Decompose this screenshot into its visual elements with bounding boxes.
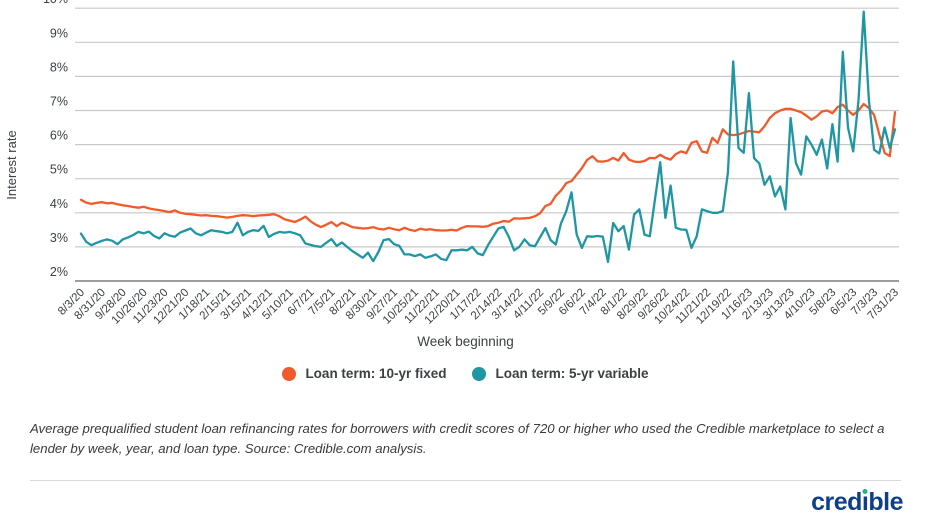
y-tick-label: 8% [50, 60, 68, 74]
x-axis-title: Week beginning [417, 334, 514, 349]
y-tick-label: 3% [50, 231, 68, 245]
legend: Loan term: 10-yr fixed Loan term: 5-yr v… [0, 366, 931, 381]
y-tick-label: 7% [50, 95, 68, 109]
legend-label: Loan term: 5-yr variable [495, 366, 649, 381]
y-tick-label: 6% [50, 129, 68, 143]
y-tick-label: 9% [50, 26, 68, 40]
y-tick-label: 2% [50, 265, 68, 279]
chart-caption: Average prequalified student loan refina… [30, 421, 885, 457]
y-tick-label: 5% [50, 163, 68, 177]
series-line-10yr-fixed [79, 102, 897, 233]
y-tick-label: 10% [43, 0, 68, 6]
legend-item-10yr-fixed: Loan term: 10-yr fixed [282, 366, 446, 381]
y-tick-label: 4% [50, 197, 68, 211]
legend-item-5yr-variable: Loan term: 5-yr variable [472, 366, 649, 381]
legend-label: Loan term: 10-yr fixed [305, 366, 447, 381]
series-line-5yr-variable [79, 10, 897, 264]
y-axis-title: Interest rate [4, 130, 19, 199]
line-chart: 2%3%4%5%6%7%8%9%10%Interest rate8/3/208/… [4, 0, 901, 327]
legend-dot-teal-icon [472, 366, 487, 381]
footer-divider [30, 480, 901, 481]
legend-dot-orange-icon [282, 366, 297, 381]
credible-logo: credı ble [811, 488, 903, 516]
